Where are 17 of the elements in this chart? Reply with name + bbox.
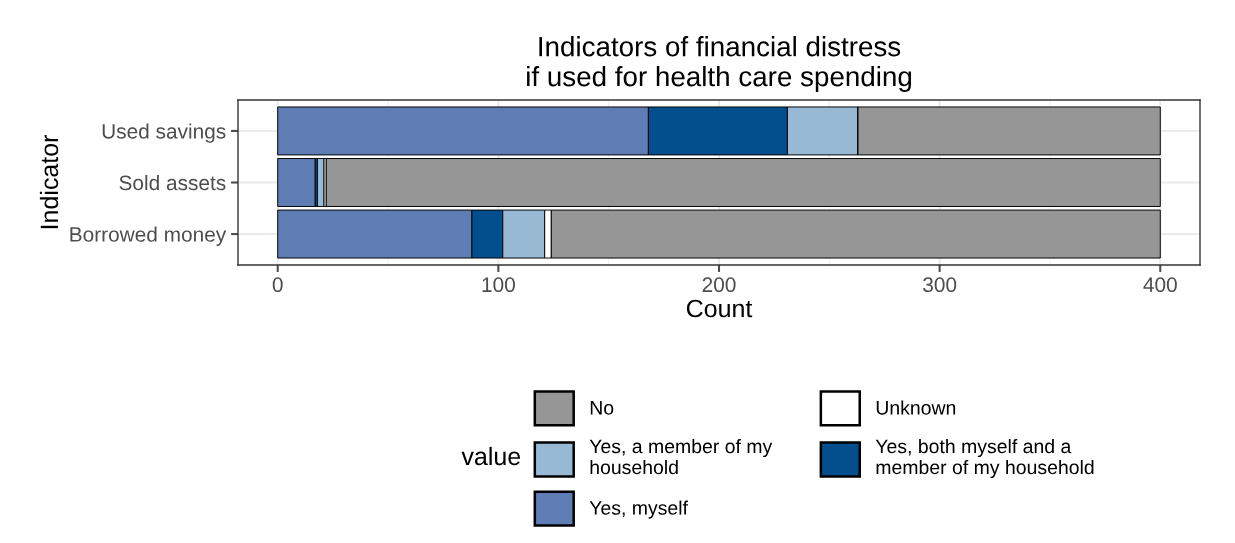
x-tick-label: 100 [482, 277, 515, 293]
chart-title: Indicators of financial distress if used for health care spending [527, 36, 912, 92]
legend-label: Unknown [876, 400, 956, 415]
y-tick-label: Borrowed money [70, 226, 227, 246]
y-tick-label: Used savings [102, 123, 226, 143]
legend-label: Yes, myself [589, 500, 688, 519]
x-axis-title: Count [686, 299, 753, 318]
x-tick-label: 300 [923, 277, 957, 293]
x-tick-label: 200 [702, 277, 736, 293]
legend-label: Yes, both myself and a member of my household [875, 438, 1094, 479]
legend-title: value [461, 446, 521, 466]
y-axis-title: Indicator [39, 134, 59, 229]
legend-label: Yes, a member of my household [589, 438, 773, 475]
x-tick-label: 400 [1143, 277, 1177, 293]
y-tick-label: Sold assets [119, 174, 226, 191]
legend-label: No [590, 401, 614, 415]
x-tick-label: 0 [272, 277, 283, 293]
